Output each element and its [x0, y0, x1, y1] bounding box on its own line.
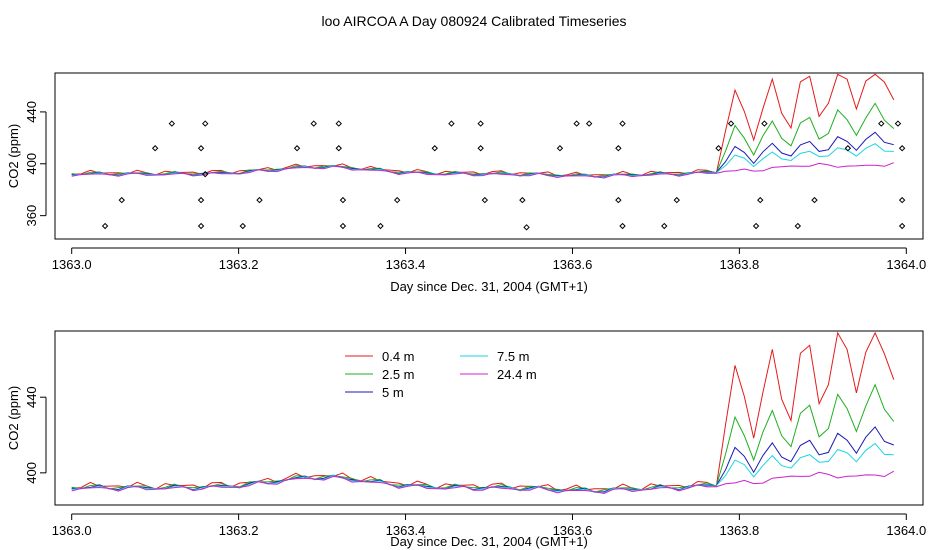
x-tick-label: 1363.4	[386, 257, 426, 272]
x-tick-label: 1364.0	[886, 257, 926, 272]
scatter-point	[573, 120, 580, 127]
scatter-point	[335, 120, 342, 127]
bottom-y-axis-label: CO2 (ppm)	[6, 386, 21, 450]
series-line-2-5-m	[71, 383, 895, 493]
chart-title: loo AIRCOA A Day 080924 Calibrated Times…	[321, 13, 626, 29]
scatter-point	[556, 145, 564, 152]
scatter-point	[202, 170, 209, 178]
scatter-point	[673, 196, 680, 204]
bottom-plot-frame	[54, 330, 924, 506]
series-line-0-4-m	[71, 73, 895, 177]
top-y-axis-label: CO2 (ppm)	[6, 124, 21, 188]
series-line-0-4-m	[71, 331, 895, 492]
series-line-5-m	[71, 426, 894, 493]
scatter-point	[477, 145, 484, 152]
x-tick-label: 1363.8	[720, 523, 760, 538]
x-tick-label: 1363.8	[720, 257, 760, 272]
legend-label: 7.5 m	[497, 349, 530, 364]
x-tick-label: 1363.6	[553, 523, 593, 538]
bottom-x-axis: 1363.0 1363.2 1363.4 1363.6 1363.8 1364.0	[52, 513, 926, 538]
scatter-point	[197, 222, 205, 230]
scatter-point	[757, 196, 764, 204]
scatter-point	[523, 224, 530, 231]
y-tick-label: 360	[24, 205, 39, 227]
scatter-point	[448, 120, 455, 127]
scatter-point	[310, 120, 317, 127]
scatter-point	[761, 120, 768, 127]
series-line-24-4-m	[71, 162, 894, 179]
y-tick-label: 400	[24, 462, 39, 484]
bottom-series-lines	[71, 331, 895, 495]
legend-label: 24.4 m	[497, 367, 537, 382]
scatter-point	[615, 145, 622, 152]
top-panel: 1363.0 1363.2 1363.4 1363.6 1363.8 1364.0 360…	[6, 72, 926, 294]
scatter-point	[794, 222, 802, 230]
series-line-2-5-m	[71, 102, 895, 178]
x-tick-label: 1364.0	[886, 523, 926, 538]
scatter-point	[256, 196, 263, 204]
scatter-point	[151, 145, 159, 152]
top-y-axis: 360 400 440	[24, 101, 47, 227]
scatter-point	[844, 145, 852, 152]
scatter-point	[752, 222, 760, 230]
x-tick-label: 1363.0	[52, 523, 92, 538]
bottom-x-axis-label: Day since Dec. 31, 2004 (GMT+1)	[390, 534, 588, 549]
x-tick-label: 1363.2	[219, 257, 259, 272]
legend: 0.4 m 2.5 m 5 m 7.5 m 24.4 m	[345, 349, 537, 400]
scatter-point	[202, 120, 209, 127]
scatter-point	[811, 196, 818, 204]
scatter-point	[431, 145, 438, 152]
scatter-point	[101, 222, 109, 230]
legend-label: 5 m	[382, 385, 404, 400]
top-x-axis: 1363.0 1363.2 1363.4 1363.6 1363.8 1364.0	[52, 247, 926, 272]
x-tick-label: 1363.4	[386, 523, 426, 538]
scatter-point	[619, 120, 626, 127]
scatter-point	[168, 120, 176, 127]
top-series-lines	[71, 73, 895, 179]
scatter-point	[339, 196, 347, 204]
scatter-point	[619, 222, 626, 230]
scatter-point	[197, 196, 205, 204]
scatter-point	[197, 145, 205, 152]
scatter-point	[894, 120, 902, 127]
y-tick-label: 400	[24, 153, 39, 175]
scatter-point	[661, 222, 668, 230]
scatter-point	[715, 145, 722, 152]
scatter-point	[335, 145, 342, 152]
y-tick-label: 440	[24, 386, 39, 408]
scatter-point	[377, 222, 384, 230]
scatter-point	[118, 196, 125, 204]
series-line-5-m	[71, 131, 894, 178]
legend-label: 2.5 m	[382, 367, 415, 382]
scatter-point	[878, 120, 885, 127]
scatter-point	[898, 196, 906, 204]
top-x-axis-label: Day since Dec. 31, 2004 (GMT+1)	[390, 279, 588, 294]
series-line-24-4-m	[71, 470, 895, 495]
scatter-point	[727, 120, 735, 127]
scatter-point	[519, 196, 526, 204]
bottom-panel: 1363.0 1363.2 1363.4 1363.6 1363.8 1364.0 400…	[6, 330, 926, 549]
scatter-point	[239, 222, 246, 230]
scatter-point	[477, 120, 484, 127]
legend-label: 0.4 m	[382, 349, 415, 364]
scatter-point	[393, 196, 401, 204]
bottom-y-axis: 400 440	[24, 386, 47, 484]
y-tick-label: 440	[24, 101, 39, 123]
scatter-point	[898, 145, 906, 152]
x-tick-label: 1363.2	[219, 523, 259, 538]
x-tick-label: 1363.6	[553, 257, 593, 272]
scatter-point	[293, 145, 301, 152]
scatter-point	[615, 196, 622, 204]
scatter-point	[481, 196, 489, 204]
scatter-point	[898, 222, 906, 230]
top-scatter-points	[101, 120, 906, 231]
scatter-point	[585, 120, 593, 127]
x-tick-label: 1363.0	[52, 257, 92, 272]
scatter-point	[339, 222, 347, 230]
top-plot-frame	[54, 72, 924, 240]
